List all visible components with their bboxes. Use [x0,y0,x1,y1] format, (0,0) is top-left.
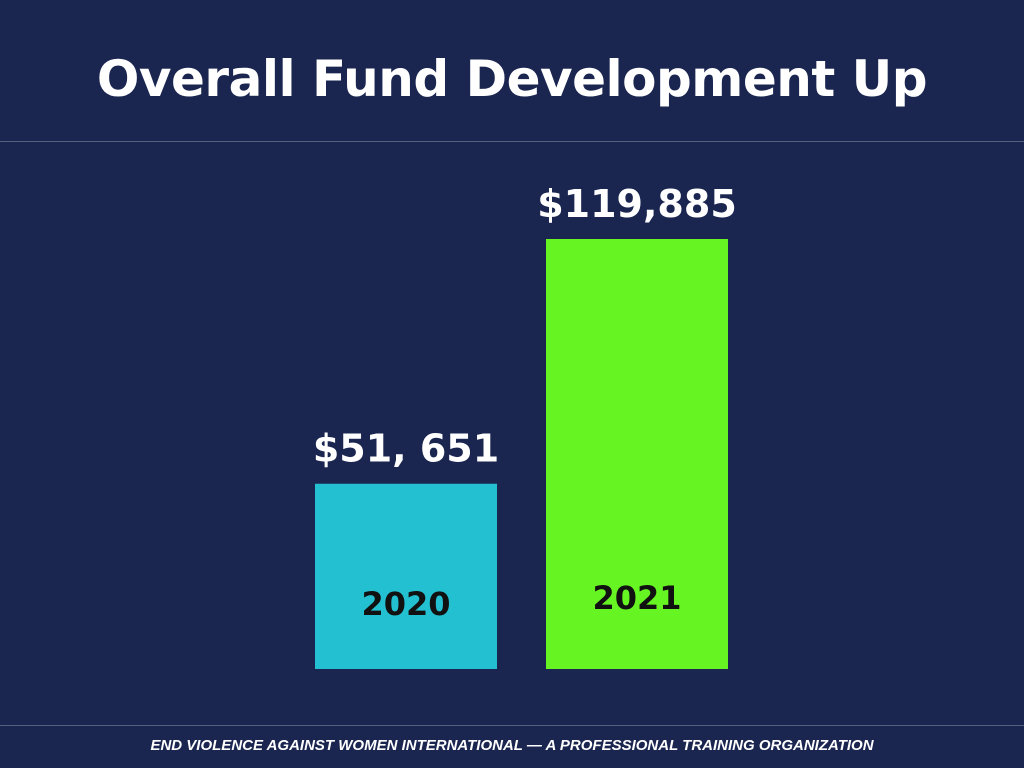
bar-2020 [315,483,497,669]
value-label-2021: $119,885 [537,182,737,226]
category-label-2021: 2021 [592,579,681,617]
category-label-2020: 2020 [361,585,450,623]
footer-text: END VIOLENCE AGAINST WOMEN INTERNATIONAL… [150,737,874,754]
footer-divider [0,725,1024,726]
value-label-2020: $51, 651 [313,427,499,471]
slide-title: Overall Fund Development Up [96,50,928,108]
title-divider [0,141,1024,142]
bar-2021 [546,239,728,669]
